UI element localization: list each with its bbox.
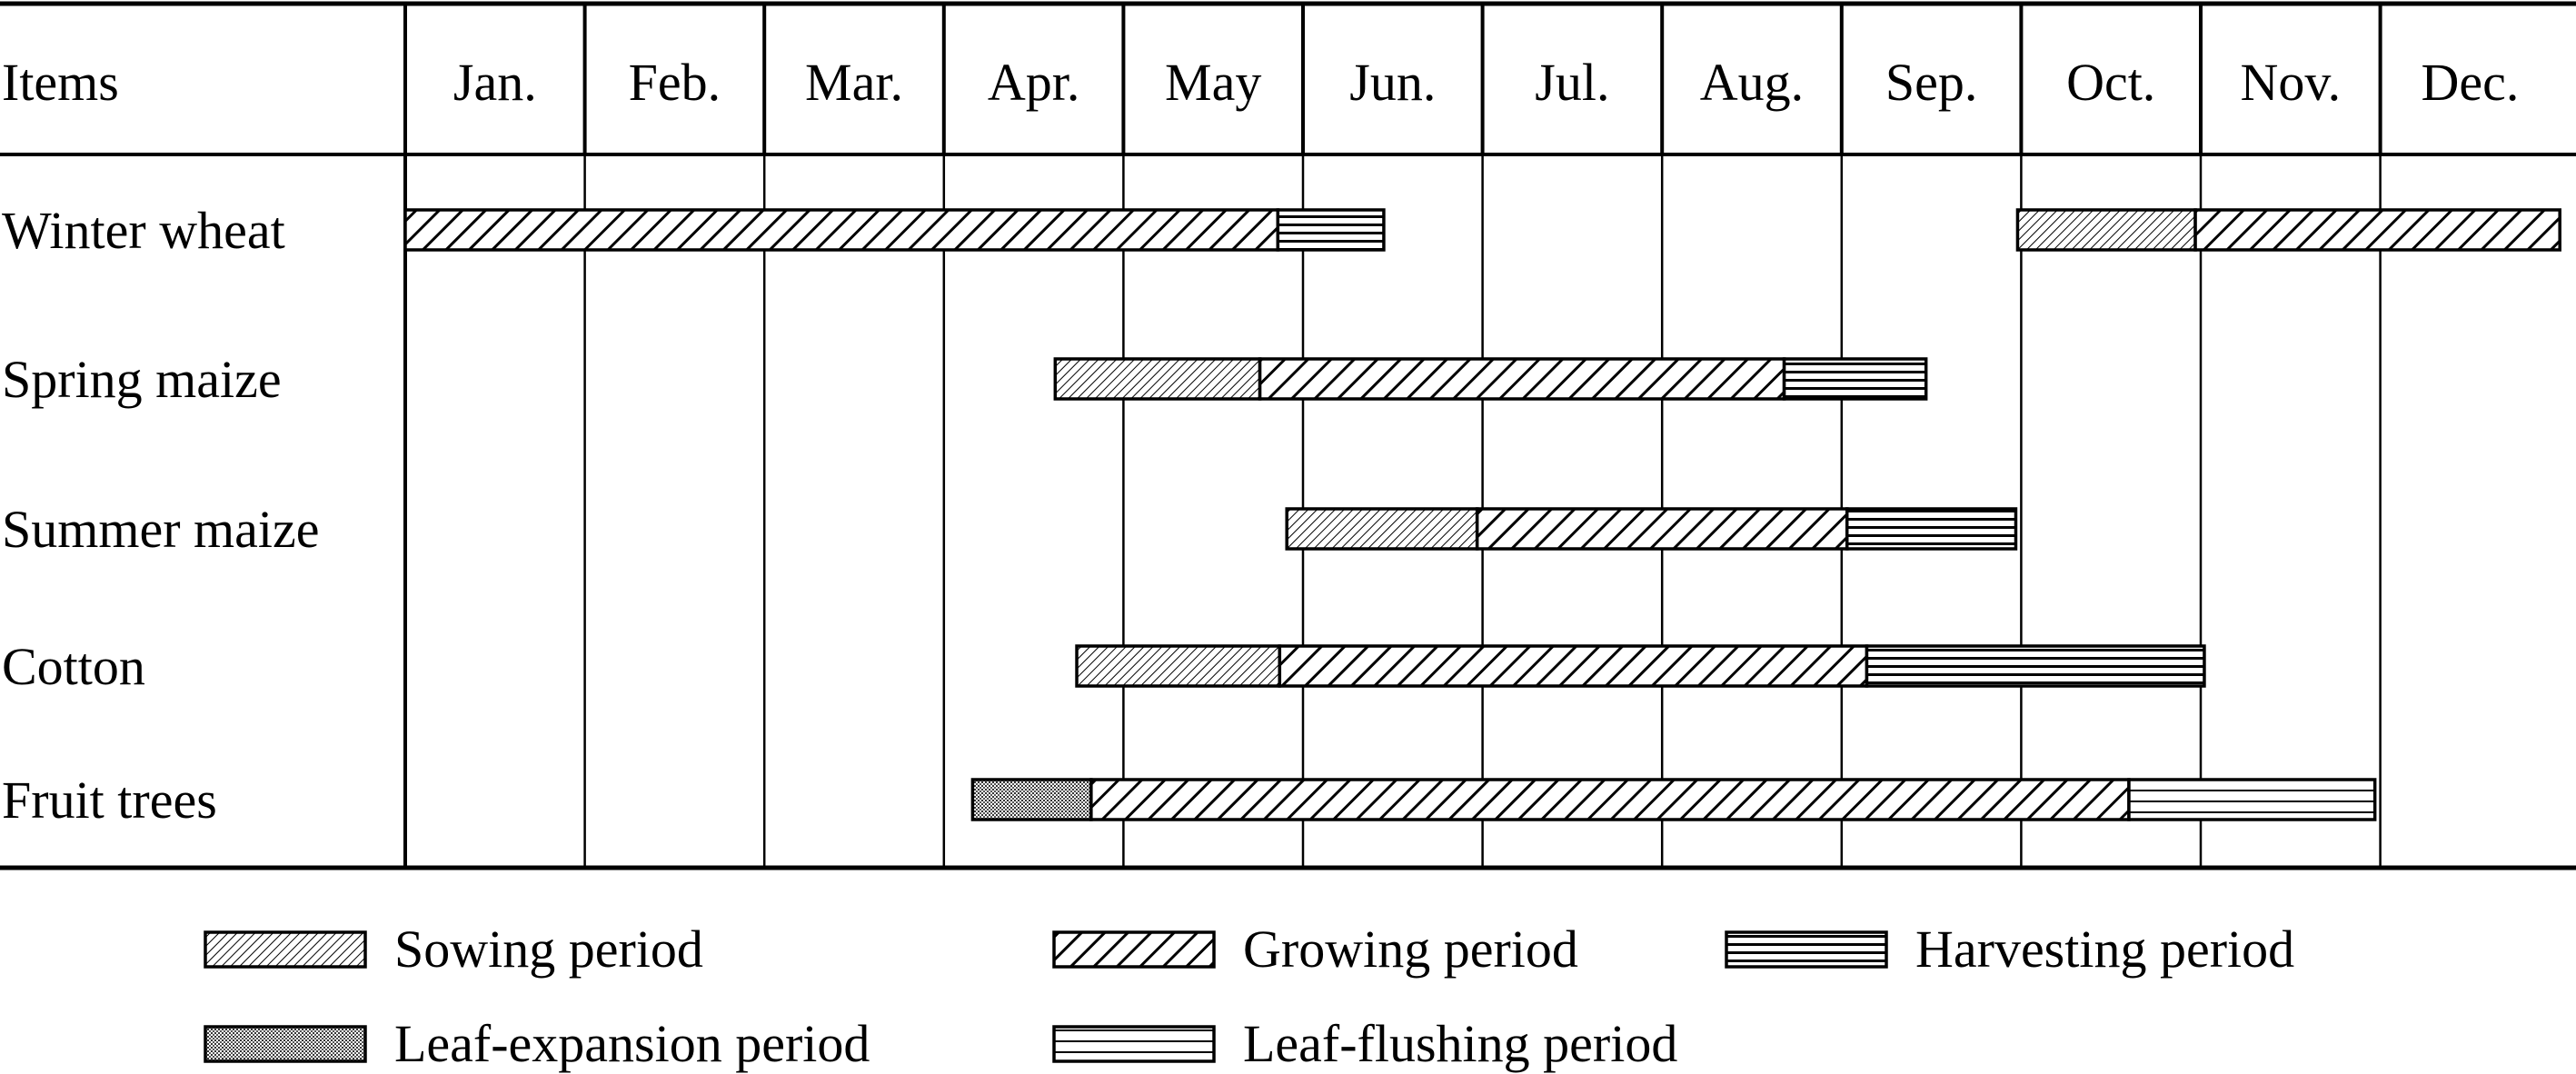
month-label-dec: Dec. [2421, 53, 2519, 112]
item-bar-summer-maize [1285, 507, 2018, 551]
legend-swatch-growing [1052, 930, 1216, 969]
item-label-winter-wheat: Winter wheat [2, 201, 285, 260]
fruit-trees-growing-segment [1089, 778, 2131, 821]
legend: Sowing period Growing period Harvesting pe… [204, 920, 2294, 1073]
month-label-aug: Aug. [1700, 53, 1804, 112]
cotton-sowing-segment [1075, 644, 1282, 688]
legend-item-growing: Growing period [1052, 920, 1578, 979]
legend-swatch-harvesting [1725, 930, 1888, 969]
month-label-apr: Apr. [988, 53, 1080, 112]
month-gridlines [582, 4, 2382, 868]
legend-item-leaf-flushing: Leaf-flushing period [1052, 1014, 1677, 1073]
month-label-nov: Nov. [2240, 53, 2341, 112]
period-bars [403, 208, 2561, 821]
legend-swatch-leaf-flushing [1052, 1025, 1216, 1063]
table-frame [0, 1, 2576, 870]
legend-label-growing: Growing period [1243, 920, 1578, 979]
legend-item-leaf-expansion: Leaf-expansion period [204, 1014, 870, 1073]
month-label-oct: Oct. [2066, 53, 2155, 112]
fruit-trees-leaf-expansion-segment [970, 778, 1093, 821]
summer-maize-harvesting-segment [1845, 507, 2018, 551]
cotton-growing-segment [1278, 644, 1869, 688]
fruit-trees-leaf-flushing-segment [2127, 778, 2377, 821]
spring-maize-growing-segment [1258, 357, 1786, 401]
month-label-jul: Jul. [1535, 53, 1609, 112]
item-bar-spring-maize [1053, 357, 1928, 401]
legend-label-leaf-flushing: Leaf-flushing period [1243, 1014, 1677, 1073]
month-label-sep: Sep. [1885, 53, 1978, 112]
spring-maize-harvesting-segment [1782, 357, 1928, 401]
month-label-mar: Mar. [805, 53, 903, 112]
legend-item-sowing: Sowing period [204, 920, 703, 979]
month-label-jan: Jan. [453, 53, 537, 112]
item-bar-fruit-trees [970, 778, 2377, 821]
legend-label-sowing: Sowing period [394, 920, 703, 979]
month-label-jun: Jun. [1349, 53, 1436, 112]
legend-item-harvesting: Harvesting period [1725, 920, 2294, 979]
item-label-fruit-trees: Fruit trees [2, 771, 217, 830]
cotton-harvesting-segment [1865, 644, 2206, 688]
spring-maize-sowing-segment [1053, 357, 1262, 401]
legend-swatch-leaf-expansion [204, 1025, 367, 1063]
winter-wheat-growing-segment [403, 208, 1280, 252]
month-header-labels: Jan. Feb. Mar. Apr. May Jun. Jul. Aug. Sep. Oct. N… [453, 53, 2519, 112]
summer-maize-sowing-segment [1285, 507, 1479, 551]
winter-wheat-sowing-segment [2015, 208, 2197, 252]
winter-wheat-harvesting-segment [1276, 208, 1386, 252]
legend-label-harvesting: Harvesting period [1915, 920, 2294, 979]
item-labels: Winter wheat Spring maize Summer maize Cott… [2, 201, 320, 830]
item-label-spring-maize: Spring maize [2, 350, 282, 409]
item-bar-cotton [1075, 644, 2206, 688]
legend-label-leaf-expansion: Leaf-expansion period [394, 1014, 870, 1073]
item-label-summer-maize: Summer maize [2, 500, 320, 559]
winter-wheat-growing-segment [2193, 208, 2561, 252]
month-label-may: May [1165, 53, 1261, 112]
item-label-cotton: Cotton [2, 637, 145, 696]
summer-maize-growing-segment [1475, 507, 1849, 551]
legend-swatch-sowing [204, 930, 367, 969]
month-label-feb: Feb. [629, 53, 721, 112]
item-bar-winter-wheat [403, 208, 2561, 252]
items-header: Items [2, 53, 119, 112]
